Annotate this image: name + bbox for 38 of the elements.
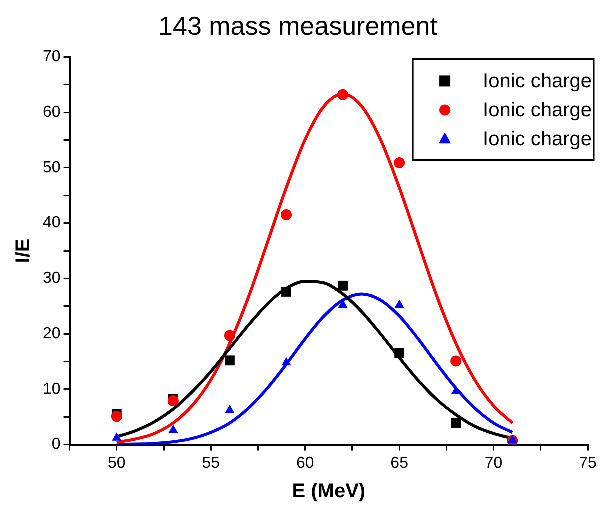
- point: [168, 396, 179, 407]
- x-tick-label: 50: [108, 454, 126, 472]
- point: [394, 157, 406, 168]
- point: [112, 432, 122, 441]
- y-tick-label: 70: [43, 48, 61, 66]
- x-tick-label: 75: [579, 454, 597, 472]
- chart-title: 143 mass measurement: [158, 10, 438, 41]
- y-tick-label: 30: [43, 270, 61, 288]
- point: [225, 404, 235, 414]
- x-tick-label: 60: [296, 454, 314, 472]
- y-axis-title: I/E: [12, 238, 35, 264]
- y-tick-label: 50: [43, 159, 61, 176]
- point: [394, 300, 404, 308]
- point: [282, 357, 292, 366]
- x-tick-label: 70: [484, 454, 503, 472]
- legend-label: Ionic charge: [483, 70, 592, 93]
- x-tick-label: 65: [390, 454, 409, 472]
- point: [168, 424, 178, 434]
- point: [451, 418, 462, 428]
- point: [111, 411, 122, 422]
- y-tick-label: 60: [43, 104, 61, 121]
- x-tick-label: 55: [202, 454, 220, 472]
- point: [224, 330, 236, 342]
- y-tick-label: 10: [43, 380, 61, 398]
- point: [281, 210, 292, 221]
- point: [338, 280, 348, 291]
- point: [282, 287, 292, 297]
- y-tick-label: 40: [43, 214, 61, 232]
- y-tick-label: 0: [52, 436, 61, 454]
- legend-label: Ionic charge: [483, 128, 592, 151]
- y-tick-label: 20: [43, 325, 61, 342]
- point: [394, 348, 405, 358]
- point: [451, 386, 461, 394]
- legend-label: Ionic charge: [483, 100, 592, 122]
- point: [225, 356, 235, 366]
- point: [338, 89, 349, 100]
- point: [450, 356, 462, 367]
- x-axis-title: E (MeV): [292, 480, 366, 503]
